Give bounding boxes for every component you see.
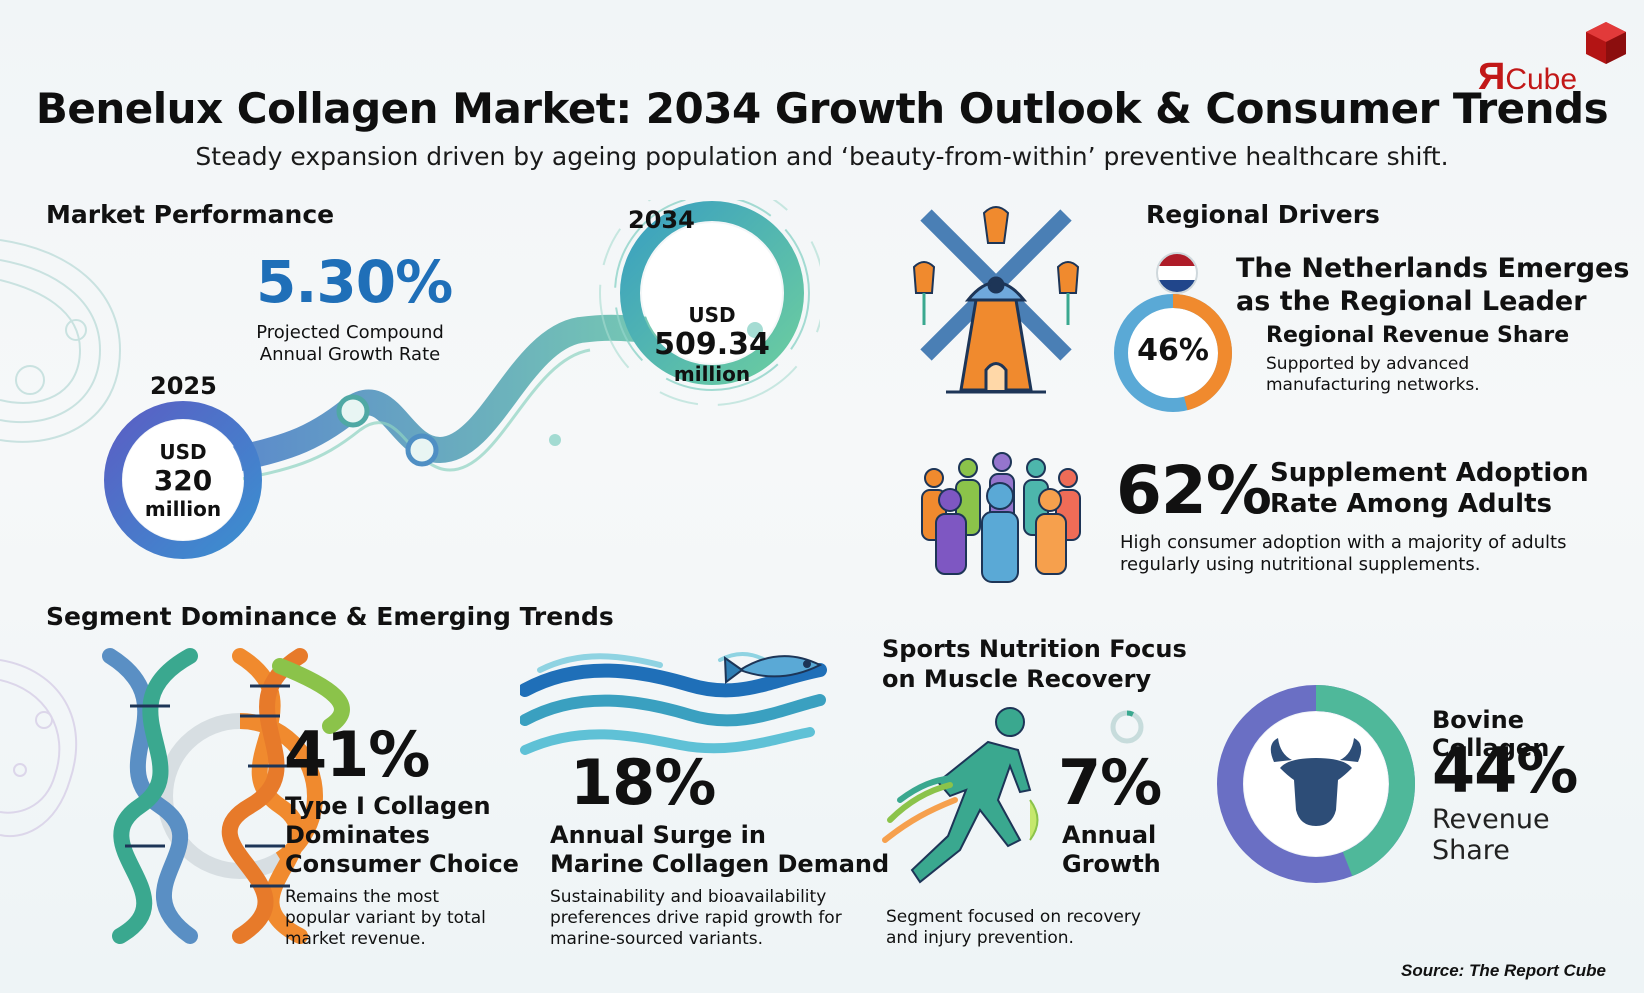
sports-desc-line1: Segment focused on recovery: [886, 907, 1141, 927]
regional-drivers-heading: Regional Drivers: [1146, 200, 1380, 229]
sports-heading: Sports Nutrition Focus on Muscle Recover…: [882, 634, 1187, 694]
end-year: 2034: [628, 206, 695, 234]
start-value: 320: [153, 464, 213, 497]
marine-desc-line1: Sustainability and bioavailability: [550, 887, 827, 907]
adoption-desc-line2: regularly using nutritional supplements.: [1120, 554, 1481, 575]
adoption-value: 62%: [1116, 452, 1272, 529]
marine-title-line2: Marine Collagen Demand: [550, 850, 890, 878]
start-value-ring: [104, 401, 262, 559]
adoption-title-line1: Supplement Adoption: [1270, 458, 1589, 488]
regional-share-desc: Supported by advanced manufacturing netw…: [1266, 354, 1480, 396]
marine-desc-line3: marine-sourced variants.: [550, 929, 764, 949]
sports-growth-ring: [1110, 710, 1144, 744]
type1-value: 41%: [284, 718, 430, 791]
type1-desc-line2: popular variant by total: [285, 908, 486, 928]
sports-heading-line2: on Muscle Recovery: [882, 665, 1152, 693]
start-value-bubble: USD 320 million: [128, 440, 238, 521]
bovine-title: Bovine Collagen: [1432, 706, 1550, 762]
sports-value: 7%: [1058, 746, 1162, 819]
path-node-1: [336, 394, 370, 428]
adoption-title: Supplement Adoption Rate Among Adults: [1270, 458, 1589, 520]
regional-headline-line1: The Netherlands Emerges: [1236, 253, 1630, 284]
path-node-2: [405, 433, 439, 467]
netherlands-flag-icon: [1156, 252, 1198, 294]
end-value-bubble: USD 509.34 million: [642, 303, 782, 386]
regional-headline-line2: as the Regional Leader: [1236, 286, 1587, 317]
regional-share-title: Regional Revenue Share: [1266, 323, 1570, 348]
end-value: 509.34: [654, 327, 770, 362]
type1-title: Type I Collagen Dominates Consumer Choic…: [285, 792, 519, 879]
growth-path-graphic: [104, 200, 820, 559]
type1-desc: Remains the most popular variant by tota…: [285, 887, 486, 950]
sports-heading-line1: Sports Nutrition Focus: [882, 635, 1187, 663]
sports-desc: Segment focused on recovery and injury p…: [886, 907, 1141, 949]
logo-text: Cube: [1505, 63, 1578, 96]
cagr-label-line2: Annual Growth Rate: [259, 344, 441, 365]
end-value-ring: [620, 201, 804, 385]
sports-title-line1: Annual: [1062, 821, 1157, 849]
wave-fish-icon: [520, 652, 827, 755]
cagr-value: 5.30%: [256, 248, 453, 316]
type1-title-line1: Type I Collagen: [285, 792, 491, 820]
start-year: 2025: [150, 372, 217, 400]
page-title: Benelux Collagen Market: 2034 Growth Out…: [35, 84, 1609, 133]
logo-cube-icon: [1586, 22, 1626, 64]
marine-title: Annual Surge in Marine Collagen Demand: [550, 821, 889, 879]
adoption-desc-line1: High consumer adoption with a majority o…: [1120, 532, 1567, 553]
marine-desc-line2: preferences drive rapid growth for: [550, 908, 842, 928]
cagr-label-line1: Projected Compound: [256, 322, 444, 343]
end-unit: million: [673, 362, 751, 386]
regional-share-value: 46%: [1137, 333, 1209, 368]
bovine-value: 44%: [1432, 734, 1578, 807]
bovine-label: Revenue Share: [1432, 804, 1550, 866]
adoption-desc: High consumer adoption with a majority o…: [1120, 532, 1566, 576]
type1-title-line2: Dominates: [285, 821, 430, 849]
marine-value: 18%: [570, 746, 716, 819]
sports-title: Annual Growth: [1062, 821, 1161, 879]
bovine-share-ring: [1217, 685, 1415, 883]
end-currency: USD: [688, 303, 736, 327]
regional-headline: The Netherlands Emerges as the Regional …: [1236, 252, 1629, 318]
source-note: Source: The Report Cube: [1401, 961, 1606, 980]
regional-share-ring: [1114, 294, 1232, 412]
regional-share-desc-line1: Supported by advanced: [1266, 354, 1470, 374]
segment-heading: Segment Dominance & Emerging Trends: [46, 602, 614, 631]
start-unit: million: [144, 497, 222, 521]
bovine-label-line1: Revenue: [1432, 804, 1550, 835]
type1-title-line3: Consumer Choice: [285, 850, 519, 878]
page-subtitle: Steady expansion driven by ageing popula…: [195, 142, 1449, 171]
bovine-label-line2: Share: [1432, 835, 1510, 866]
crowd-icon: [921, 452, 1081, 583]
marine-desc: Sustainability and bioavailability prefe…: [550, 887, 842, 950]
start-currency: USD: [159, 440, 207, 464]
marine-title-line1: Annual Surge in: [550, 821, 766, 849]
dna-helix-icon: [102, 648, 350, 944]
logo-r: Я: [1478, 56, 1506, 98]
regional-share-desc-line2: manufacturing networks.: [1266, 375, 1480, 395]
cagr-label: Projected Compound Annual Growth Rate: [240, 322, 460, 366]
adoption-title-line2: Rate Among Adults: [1270, 489, 1552, 519]
sports-title-line2: Growth: [1062, 850, 1161, 878]
runner-icon: [882, 707, 1039, 884]
brand-logo: ЯCube: [1478, 56, 1577, 99]
market-performance-heading: Market Performance: [46, 200, 335, 229]
type1-desc-line1: Remains the most: [285, 887, 440, 907]
windmill-icon: [912, 206, 1080, 394]
type1-desc-line3: market revenue.: [285, 929, 426, 949]
cow-icon: [1270, 738, 1362, 826]
sports-desc-line2: and injury prevention.: [886, 928, 1074, 948]
